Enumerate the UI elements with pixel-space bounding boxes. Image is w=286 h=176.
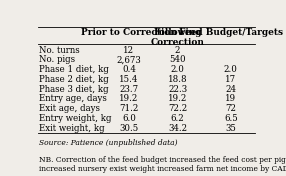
Text: 6.5: 6.5 xyxy=(224,114,238,123)
Text: 22.3: 22.3 xyxy=(168,84,187,93)
Text: 12: 12 xyxy=(123,46,134,55)
Text: Phase 2 diet, kg: Phase 2 diet, kg xyxy=(39,75,109,84)
Text: 23.7: 23.7 xyxy=(119,84,138,93)
Text: 19.2: 19.2 xyxy=(119,94,138,103)
Text: Prior to Correction: Prior to Correction xyxy=(81,28,177,37)
Text: 2.0: 2.0 xyxy=(224,65,238,74)
Text: 34.2: 34.2 xyxy=(168,124,187,133)
Text: 0.4: 0.4 xyxy=(122,65,136,74)
Text: Entry weight, kg: Entry weight, kg xyxy=(39,114,112,123)
Text: Source: Patience (unpublished data): Source: Patience (unpublished data) xyxy=(39,139,178,147)
Text: 71.2: 71.2 xyxy=(119,104,138,113)
Text: Entry age, days: Entry age, days xyxy=(39,94,107,103)
Text: 540: 540 xyxy=(169,55,186,64)
Text: 2: 2 xyxy=(175,46,180,55)
Text: No. pigs: No. pigs xyxy=(39,55,75,64)
Text: Phase 1 diet, kg: Phase 1 diet, kg xyxy=(39,65,109,74)
Text: 2.0: 2.0 xyxy=(171,65,184,74)
Text: 18.8: 18.8 xyxy=(168,75,187,84)
Text: 24: 24 xyxy=(225,84,236,93)
Text: 17: 17 xyxy=(225,75,236,84)
Text: Exit age, days: Exit age, days xyxy=(39,104,100,113)
Text: Phase 3 diet, kg: Phase 3 diet, kg xyxy=(39,84,109,93)
Text: 30.5: 30.5 xyxy=(119,124,138,133)
Text: 2,673: 2,673 xyxy=(116,55,141,64)
Text: Feed Budget/Targets: Feed Budget/Targets xyxy=(179,28,283,37)
Text: 19: 19 xyxy=(225,94,236,103)
Text: 6.2: 6.2 xyxy=(171,114,184,123)
Text: NB. Correction of the feed budget increased the feed cost per pig by CAD 2.87 ($: NB. Correction of the feed budget increa… xyxy=(39,156,286,173)
Text: 72.2: 72.2 xyxy=(168,104,187,113)
Text: 19.2: 19.2 xyxy=(168,94,187,103)
Text: 15.4: 15.4 xyxy=(119,75,138,84)
Text: 35: 35 xyxy=(225,124,236,133)
Text: Exit weight, kg: Exit weight, kg xyxy=(39,124,105,133)
Text: No. turns: No. turns xyxy=(39,46,80,55)
Text: Following
Correction: Following Correction xyxy=(151,28,204,47)
Text: 72: 72 xyxy=(225,104,236,113)
Text: 6.0: 6.0 xyxy=(122,114,136,123)
